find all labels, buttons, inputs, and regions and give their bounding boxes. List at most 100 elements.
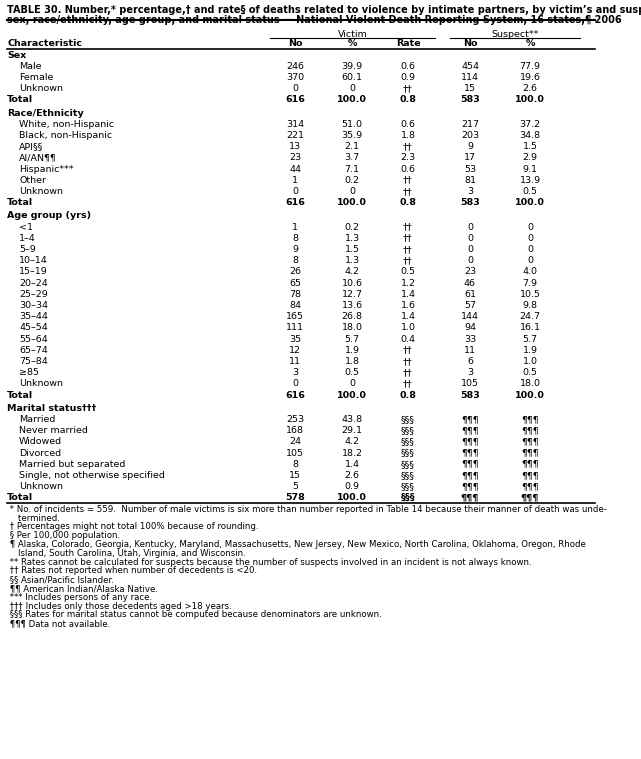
Text: §§§: §§§ <box>401 482 415 491</box>
Text: 1–4: 1–4 <box>19 234 36 243</box>
Text: Total: Total <box>7 493 33 502</box>
Text: 314: 314 <box>286 120 304 129</box>
Text: 105: 105 <box>286 449 304 458</box>
Text: No: No <box>288 39 303 48</box>
Text: 9: 9 <box>467 142 473 151</box>
Text: 13: 13 <box>289 142 301 151</box>
Text: 0.4: 0.4 <box>401 335 415 344</box>
Text: ††: †† <box>403 84 413 93</box>
Text: 75–84: 75–84 <box>19 357 47 366</box>
Text: 0.2: 0.2 <box>344 175 360 184</box>
Text: 616: 616 <box>285 96 305 104</box>
Text: 81: 81 <box>464 175 476 184</box>
Text: 1.3: 1.3 <box>344 256 360 265</box>
Text: 3: 3 <box>467 187 473 196</box>
Text: 10–14: 10–14 <box>19 256 47 265</box>
Text: Total: Total <box>7 390 33 399</box>
Text: ¶¶¶: ¶¶¶ <box>520 493 539 502</box>
Text: 4.2: 4.2 <box>344 437 360 446</box>
Text: 46: 46 <box>464 279 476 288</box>
Text: 18.2: 18.2 <box>342 449 363 458</box>
Text: <1: <1 <box>19 222 33 231</box>
Text: 2.3: 2.3 <box>401 153 415 162</box>
Text: API§§: API§§ <box>19 142 43 151</box>
Text: §§§: §§§ <box>401 437 415 446</box>
Text: 0.5: 0.5 <box>522 368 538 377</box>
Text: 8: 8 <box>292 234 298 243</box>
Text: 18.0: 18.0 <box>519 380 540 389</box>
Text: 0.6: 0.6 <box>401 120 415 129</box>
Text: ¶¶¶: ¶¶¶ <box>461 482 479 491</box>
Text: 39.9: 39.9 <box>342 61 363 71</box>
Text: ¶¶ American Indian/Alaska Native.: ¶¶ American Indian/Alaska Native. <box>7 584 158 593</box>
Text: 246: 246 <box>286 61 304 71</box>
Text: ††: †† <box>403 142 413 151</box>
Text: 25–29: 25–29 <box>19 290 47 299</box>
Text: Unknown: Unknown <box>19 84 63 93</box>
Text: 26.8: 26.8 <box>342 312 363 321</box>
Text: 0: 0 <box>349 84 355 93</box>
Text: 23: 23 <box>289 153 301 162</box>
Text: 1.0: 1.0 <box>522 357 538 366</box>
Text: 0: 0 <box>527 245 533 254</box>
Text: 20–24: 20–24 <box>19 279 47 288</box>
Text: TABLE 30. Number,* percentage,† and rate§ of deaths related to violence by intim: TABLE 30. Number,* percentage,† and rate… <box>7 5 641 15</box>
Text: 1: 1 <box>292 175 298 184</box>
Text: *** Includes persons of any race.: *** Includes persons of any race. <box>7 593 152 602</box>
Text: 100.0: 100.0 <box>515 390 545 399</box>
Text: 1.3: 1.3 <box>344 234 360 243</box>
Text: †† Rates not reported when number of decedents is <20.: †† Rates not reported when number of dec… <box>7 566 257 575</box>
Text: 44: 44 <box>289 165 301 174</box>
Text: 0: 0 <box>349 187 355 196</box>
Text: Never married: Never married <box>19 426 88 435</box>
Text: Unknown: Unknown <box>19 380 63 389</box>
Text: 0.8: 0.8 <box>399 96 417 104</box>
Text: 144: 144 <box>461 312 479 321</box>
Text: ¶¶¶: ¶¶¶ <box>461 415 479 424</box>
Text: ††: †† <box>403 380 413 389</box>
Text: 100.0: 100.0 <box>337 96 367 104</box>
Text: 60.1: 60.1 <box>342 73 363 82</box>
Text: 2.9: 2.9 <box>522 153 538 162</box>
Text: ¶¶¶: ¶¶¶ <box>461 449 479 458</box>
Text: 11: 11 <box>464 345 476 354</box>
Text: AI/AN¶¶: AI/AN¶¶ <box>19 153 57 162</box>
Text: 5.7: 5.7 <box>344 335 360 344</box>
Text: ¶¶¶: ¶¶¶ <box>521 437 539 446</box>
Text: 65: 65 <box>289 279 301 288</box>
Text: 111: 111 <box>286 323 304 332</box>
Text: 217: 217 <box>461 120 479 129</box>
Text: 3: 3 <box>292 368 298 377</box>
Text: 23: 23 <box>464 267 476 276</box>
Text: Married but separated: Married but separated <box>19 460 126 469</box>
Text: Age group (yrs): Age group (yrs) <box>7 211 91 220</box>
Text: 168: 168 <box>286 426 304 435</box>
Text: 583: 583 <box>460 198 480 207</box>
Text: 61: 61 <box>464 290 476 299</box>
Text: 1.0: 1.0 <box>401 323 415 332</box>
Text: Black, non-Hispanic: Black, non-Hispanic <box>19 131 112 140</box>
Text: 5–9: 5–9 <box>19 245 36 254</box>
Text: Other: Other <box>19 175 46 184</box>
Text: 1.4: 1.4 <box>401 290 415 299</box>
Text: ¶¶¶: ¶¶¶ <box>521 449 539 458</box>
Text: 100.0: 100.0 <box>515 96 545 104</box>
Text: 35.9: 35.9 <box>342 131 363 140</box>
Text: 114: 114 <box>461 73 479 82</box>
Text: Total: Total <box>7 198 33 207</box>
Text: ††: †† <box>403 256 413 265</box>
Text: 1.8: 1.8 <box>344 357 360 366</box>
Text: 24.7: 24.7 <box>519 312 540 321</box>
Text: 0: 0 <box>467 222 473 231</box>
Text: 0: 0 <box>527 234 533 243</box>
Text: 18.0: 18.0 <box>342 323 363 332</box>
Text: 100.0: 100.0 <box>515 198 545 207</box>
Text: 370: 370 <box>286 73 304 82</box>
Text: Total: Total <box>7 96 33 104</box>
Text: 15: 15 <box>289 471 301 480</box>
Text: 5: 5 <box>292 482 298 491</box>
Text: 100.0: 100.0 <box>337 493 367 502</box>
Text: Unknown: Unknown <box>19 482 63 491</box>
Text: 10.6: 10.6 <box>342 279 363 288</box>
Text: 203: 203 <box>461 131 479 140</box>
